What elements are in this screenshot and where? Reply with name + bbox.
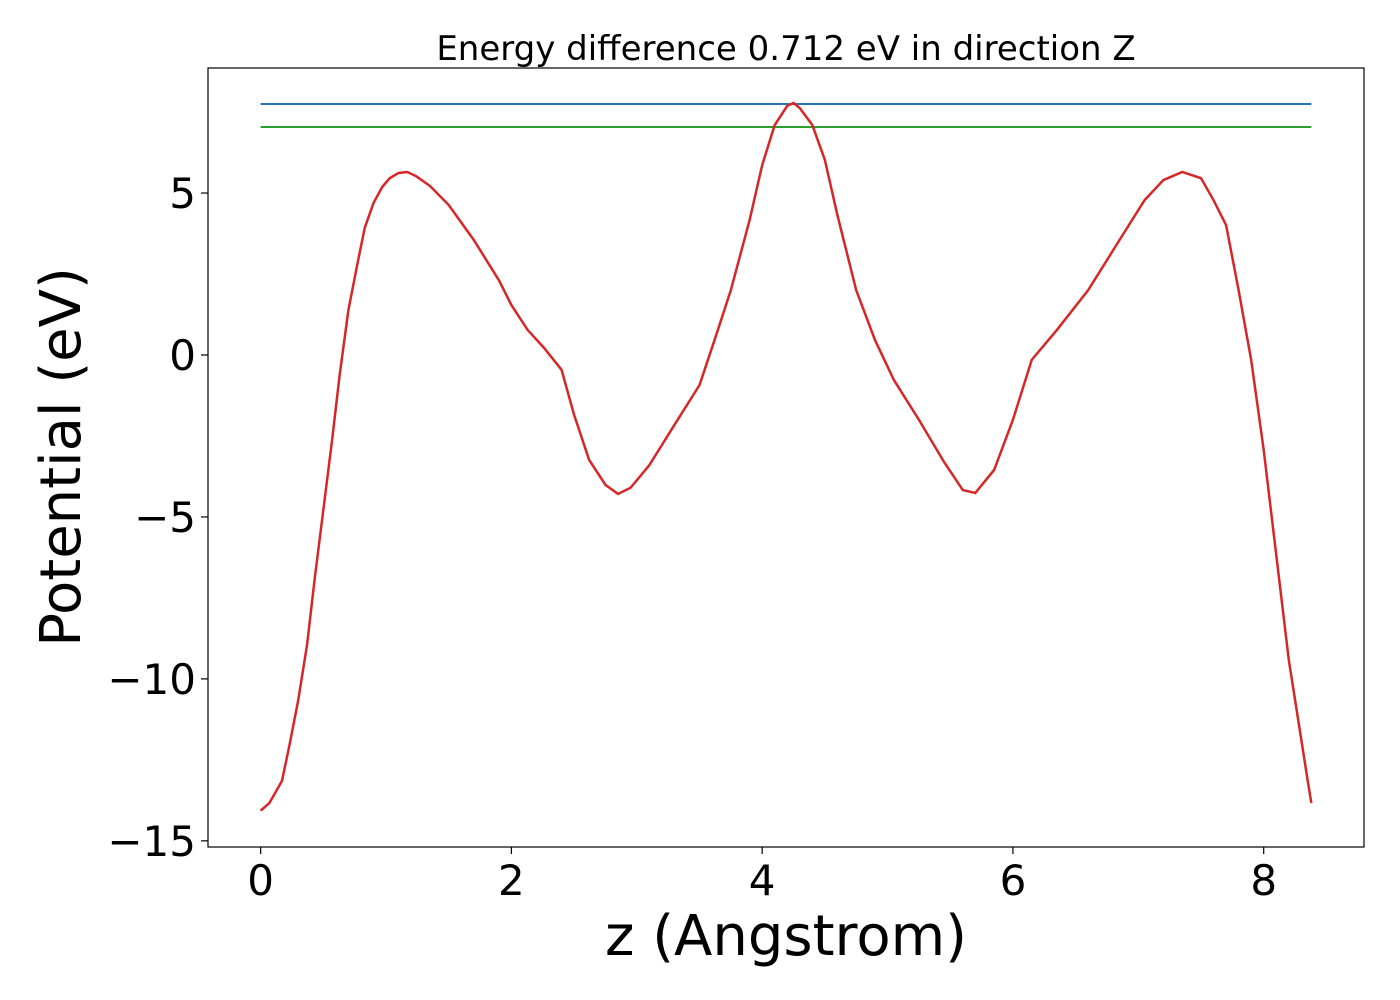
y-tick-label: −15 (107, 817, 196, 866)
y-tick-label: 0 (169, 331, 196, 380)
x-tick-label: 8 (1250, 856, 1277, 905)
y-tick-label: −10 (107, 655, 196, 704)
x-tick-label: 2 (498, 856, 525, 905)
chart-title: Energy difference 0.712 eV in direction … (436, 29, 1135, 69)
x-tick-label: 6 (1000, 856, 1027, 905)
line-series (259, 101, 1313, 812)
x-tick-label: 0 (247, 856, 274, 905)
x-axis-label: z (Angstrom) (605, 904, 967, 969)
y-tick-label: −5 (134, 493, 196, 542)
y-axis-label: Potential (eV) (29, 267, 94, 647)
x-tick-label: 4 (749, 856, 776, 905)
y-tick-label: 5 (169, 169, 196, 218)
plot-frame (207, 67, 1365, 848)
